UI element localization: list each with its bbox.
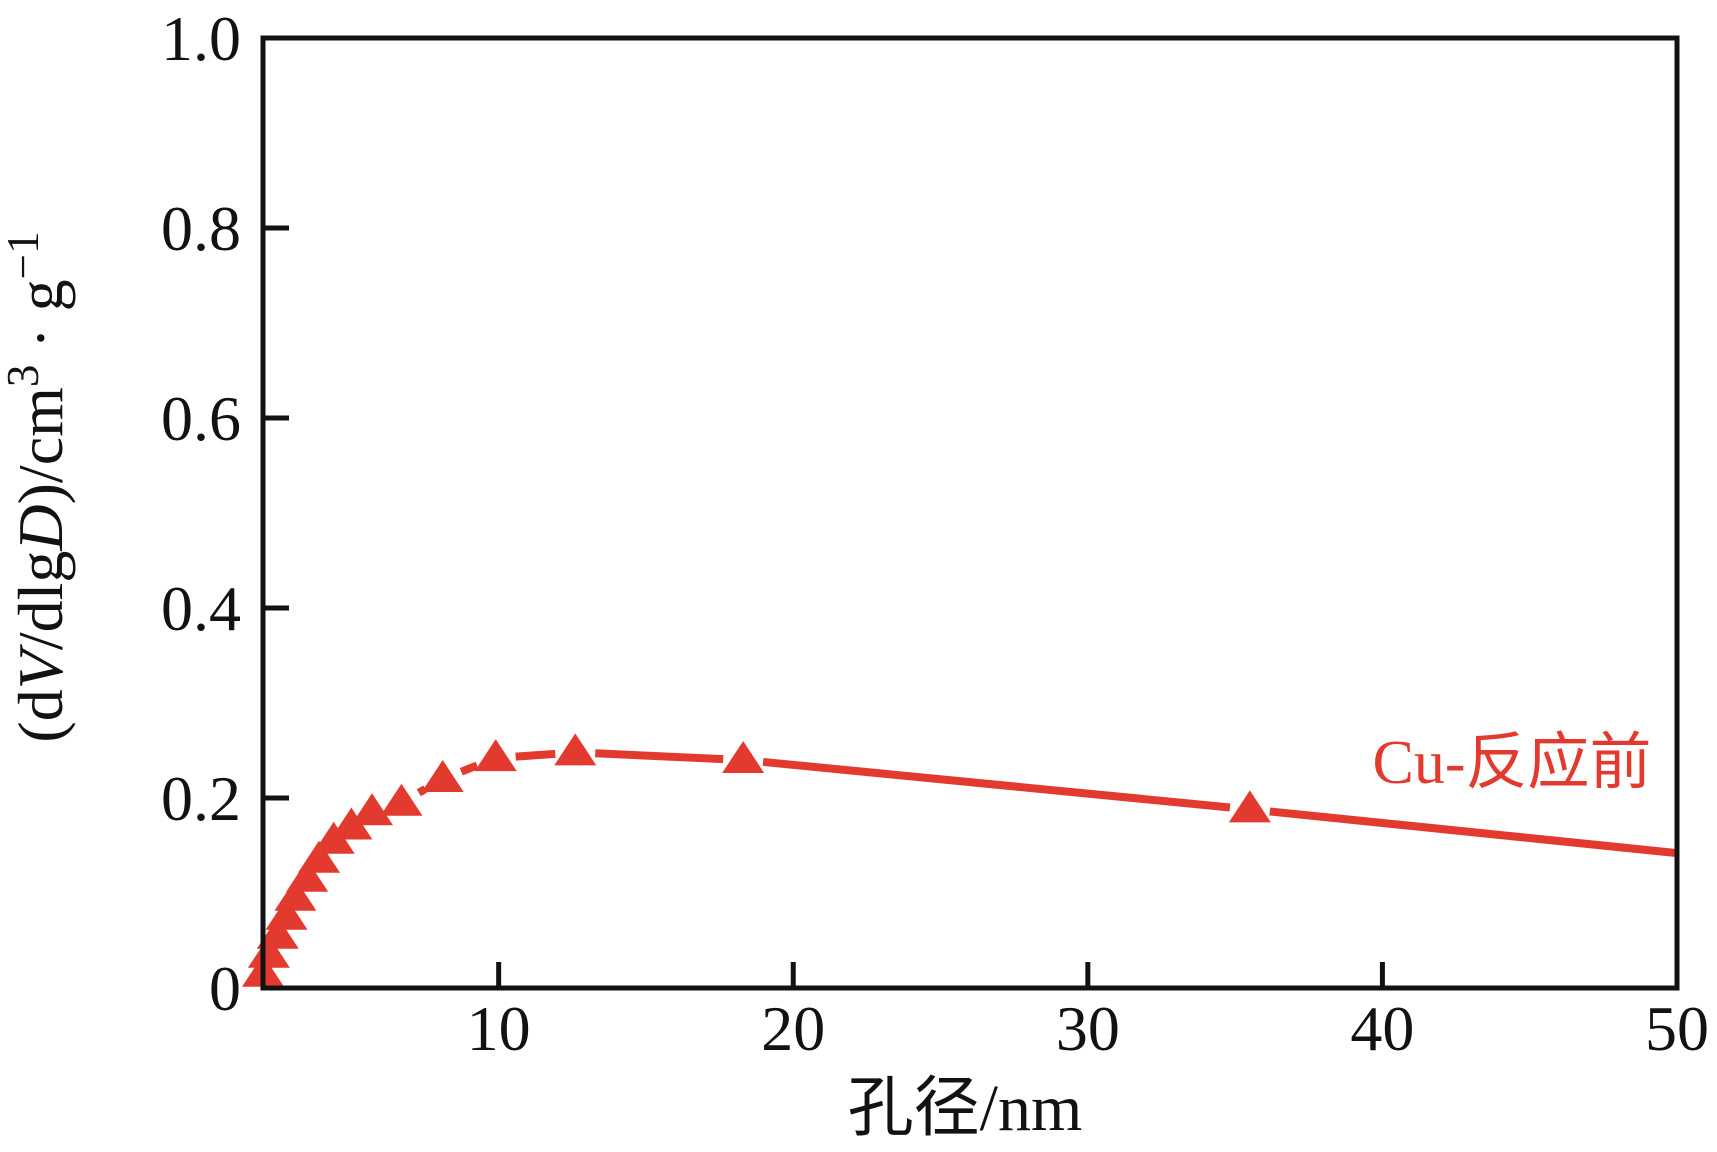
data-point-marker [265, 897, 308, 930]
data-point-marker [256, 916, 299, 949]
x-tick-label: 20 [761, 993, 825, 1064]
y-title-italic-V: V [5, 643, 76, 689]
y-axis-title: (dV/dlgD)/cm3 · g−1 [0, 231, 76, 742]
data-point-marker [286, 859, 329, 892]
data-point-marker [274, 878, 317, 911]
data-point-marker [1228, 790, 1271, 823]
y-tick-label: 0.6 [161, 383, 241, 454]
y-tick-label: 0.2 [161, 763, 241, 834]
plot-frame [260, 35, 1680, 991]
series-line-segment [515, 749, 556, 761]
y-title-superscript: −1 [0, 231, 48, 279]
y-tick-label: 1.0 [161, 3, 241, 74]
data-point-marker [297, 840, 340, 873]
series-line-segment [595, 749, 724, 764]
y-title-part: · g [5, 279, 76, 364]
data-point-marker [554, 733, 597, 766]
axes-layer [260, 35, 1680, 991]
data-point-marker [380, 783, 423, 816]
data-point-marker [474, 739, 517, 772]
y-tick-label: 0 [209, 953, 241, 1024]
data-point-marker [722, 741, 765, 773]
legend-label: Cu-反应前 [1372, 729, 1651, 797]
ticks-layer [265, 225, 1385, 986]
y-title-part: (d [5, 689, 76, 742]
series-layer [242, 733, 1678, 987]
data-point-marker [247, 935, 290, 968]
x-tick-label: 30 [1056, 993, 1120, 1064]
y-title-part: /dlg [5, 551, 76, 651]
y-title-superscript: 3 [0, 365, 48, 388]
series-line-segment [459, 761, 479, 776]
x-tick-label: 50 [1645, 993, 1709, 1064]
series-line-segment [1269, 807, 1678, 858]
series-line-segment [762, 757, 1231, 812]
x-tick-label: 10 [467, 993, 531, 1064]
data-point-marker [330, 807, 373, 840]
y-tick-label: 0.4 [161, 573, 241, 644]
tick-labels-layer: 10 20 30 40 50 0 0.2 0.4 0.6 0.8 1.0 [161, 3, 1709, 1064]
x-tick-label: 40 [1350, 993, 1414, 1064]
y-tick-label: 0.8 [161, 193, 241, 264]
y-title-italic-D: D [5, 504, 76, 551]
x-axis-title: 孔径/nm [848, 1072, 1083, 1145]
y-title-part: )/cm [5, 387, 76, 504]
data-point-marker [350, 793, 393, 826]
data-point-marker [421, 760, 464, 792]
